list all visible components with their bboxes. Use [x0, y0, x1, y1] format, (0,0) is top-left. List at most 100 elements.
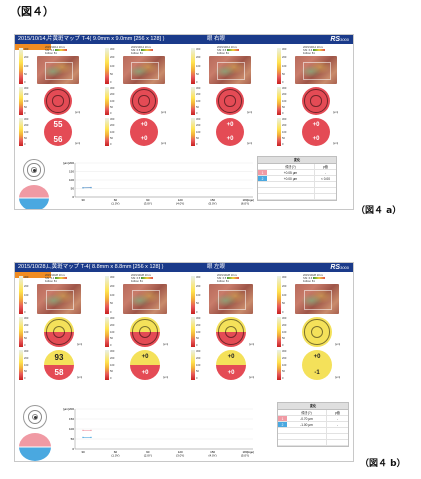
scan-info-text: SSI: 6.4	[45, 49, 55, 52]
sector-thickness-chart[interactable]	[130, 317, 160, 347]
scale-tick-label: 200	[24, 356, 29, 360]
scan-info-text: SSI: 6.6	[303, 277, 313, 280]
average-thickness-chart[interactable]: +0 +0	[130, 118, 158, 146]
report-header: 2015/10/28,L,黄斑マップ T-4( 8.8mm x 8.8mm [2…	[15, 263, 353, 272]
scale-tick-label: 200	[24, 56, 29, 60]
target-ring	[27, 163, 41, 177]
half-divider	[216, 131, 244, 133]
scale-tick-label: 100	[196, 330, 201, 334]
thickness-map-image[interactable]	[295, 56, 337, 84]
figure-caption-b: （図４ b）	[360, 459, 406, 469]
thickness-map-image[interactable]	[123, 284, 167, 314]
series-point	[90, 429, 92, 432]
scan-info-text: Follow: 81	[131, 280, 143, 283]
x-tick-label: (3.0Y)	[144, 201, 152, 205]
scale-tick-label: 0	[110, 311, 112, 314]
empty-cell	[314, 194, 336, 199]
sector-thickness-chart[interactable]	[130, 87, 158, 115]
quality-bar	[226, 277, 239, 280]
x-tick-label: (5.0Y)	[209, 201, 217, 205]
average-thickness-chart[interactable]: +0 -1	[302, 350, 332, 380]
scale-tick-label: 200	[24, 284, 29, 288]
scale-tick-label: 300	[196, 87, 201, 90]
average-thickness-chart[interactable]: +0 +0	[216, 350, 246, 380]
empty-cell	[267, 194, 314, 199]
x-tick-label: 180	[242, 450, 247, 454]
empty-table-row	[258, 194, 336, 200]
sector-thickness-chart[interactable]	[302, 87, 330, 115]
scale-tick-label: 50	[110, 370, 113, 374]
p-value-heading: p値	[326, 410, 348, 415]
change-table-row[interactable]: 2 -1.00 μm -	[278, 422, 348, 428]
half-divider	[130, 364, 160, 366]
thickness-map-image[interactable]	[209, 56, 251, 84]
scale-tick-label: 100	[24, 293, 29, 297]
scale-tick-label: 100	[282, 99, 287, 103]
scan-date: 2015/10/28 10:xx	[131, 274, 151, 277]
average-thickness-chart[interactable]: 93 58	[44, 350, 74, 380]
p-value-heading: p値	[314, 164, 336, 169]
x-tick-label: (6.0Y)	[241, 201, 249, 205]
row-index: 1	[278, 416, 287, 421]
average-thickness-chart[interactable]: +0 +0	[216, 118, 244, 146]
half-divider	[302, 131, 330, 133]
scan-info-text: SSI: 6.5	[217, 49, 227, 52]
thickness-map-image[interactable]	[123, 56, 165, 84]
x-tick-label: 90	[146, 198, 150, 202]
scale-tick-label: 300	[24, 118, 29, 121]
change-table-row[interactable]: 2 +0.00 μm < 0.00	[258, 176, 336, 182]
scale-tick-label: 50	[110, 72, 113, 76]
scan-info: 2015/10/28 10:xx SSI: 6.5 Follow: 81	[217, 274, 239, 283]
thickness-color-scale	[105, 87, 109, 115]
average-thickness-chart[interactable]: +0 +0	[302, 118, 330, 146]
series-point	[90, 186, 92, 189]
sector-thickness-chart[interactable]	[44, 87, 72, 115]
patient-eye: 眼 左眼	[207, 264, 226, 270]
thickness-map-image[interactable]	[209, 284, 253, 314]
scale-tick-label: 50	[282, 105, 285, 109]
upper-average-value: +0	[216, 118, 244, 132]
scan-info: 2015/10/14 10:xx SSI: 6.6 Follow: 81	[303, 46, 325, 55]
empty-table-row	[278, 434, 348, 440]
region-lower-half	[19, 198, 49, 209]
upper-average-value: +0	[216, 350, 246, 365]
region-selector-circle[interactable]	[19, 185, 49, 209]
unit-label: [μm]	[77, 343, 83, 346]
thickness-map-image[interactable]	[37, 56, 79, 84]
scale-tick-label: 200	[110, 93, 115, 97]
sector-thickness-chart[interactable]	[216, 87, 244, 115]
change-table-row[interactable]: 1 -0.70 μm -	[278, 416, 348, 422]
x-tick-label: (1.0Y)	[111, 453, 119, 457]
scale-tick-label: 50	[24, 72, 27, 76]
thickness-color-scale	[191, 317, 195, 347]
scale-tick-label: 200	[282, 93, 287, 97]
thickness-color-scale	[277, 87, 281, 115]
scan-info-line: SSI: 6.6	[303, 49, 325, 52]
average-thickness-chart[interactable]: 55 56	[44, 118, 72, 146]
sector-thickness-chart[interactable]	[302, 317, 332, 347]
grid-target-icon	[23, 159, 45, 181]
lower-average-value: 56	[44, 132, 72, 146]
scale-tick-label: 50	[282, 72, 285, 76]
scan-date: 2015/10/14 10:xx	[217, 46, 237, 49]
region-selector-circle[interactable]	[19, 433, 51, 461]
thickness-color-scale	[105, 118, 109, 146]
upper-average-value: 93	[44, 350, 74, 365]
slope-heading: 傾き(?)	[285, 165, 296, 169]
change-table-row[interactable]: 1 +0.05 μm -	[258, 170, 336, 176]
sector-thickness-chart[interactable]	[216, 317, 246, 347]
figure-title: （図４）	[10, 5, 54, 18]
thickness-map-image[interactable]	[37, 284, 81, 314]
sector-thickness-chart[interactable]	[44, 317, 74, 347]
thickness-color-scale	[19, 48, 23, 84]
half-divider	[130, 131, 158, 133]
header-accent-bar	[15, 44, 51, 50]
scale-tick-label: 0	[282, 143, 284, 146]
thickness-map-image[interactable]	[295, 284, 339, 314]
unit-label: [μm]	[163, 376, 169, 379]
average-thickness-chart[interactable]: +0 +0	[130, 350, 160, 380]
scale-tick-label: 50	[110, 302, 113, 306]
index-cell	[258, 164, 267, 169]
scale-tick-label: 50	[282, 370, 285, 374]
scale-tick-label: 100	[110, 363, 115, 367]
